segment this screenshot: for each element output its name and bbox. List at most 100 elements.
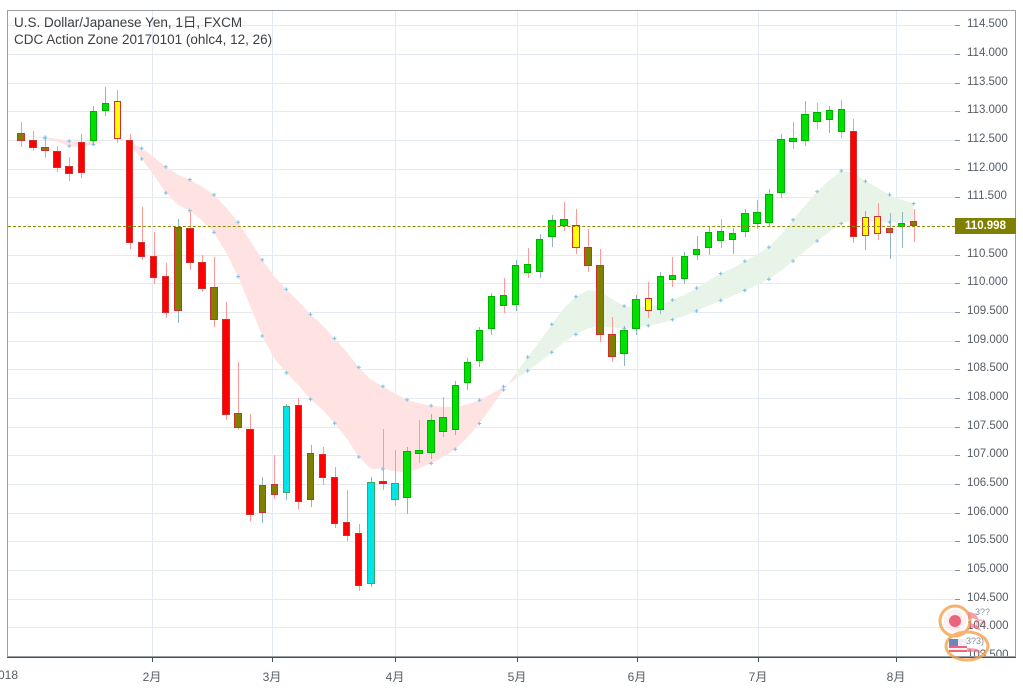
candle-body[interactable] [644, 298, 653, 311]
chart-plot-area[interactable] [8, 11, 955, 656]
candle-body[interactable] [186, 228, 194, 263]
candle-body[interactable] [692, 248, 701, 255]
candle-body[interactable] [885, 228, 894, 233]
candle-body[interactable] [572, 224, 580, 248]
candle-body[interactable] [379, 480, 387, 484]
x-tick-label: 2月 [142, 670, 162, 684]
candle-body[interactable] [282, 406, 291, 494]
candle-body[interactable] [511, 264, 520, 306]
y-tick-mark [955, 512, 960, 514]
candle-body[interactable] [246, 428, 254, 515]
candle-body[interactable] [620, 330, 628, 355]
y-tick-mark [955, 484, 960, 485]
candle-body[interactable] [318, 454, 327, 479]
candle-body[interactable] [77, 142, 86, 174]
candle-body[interactable] [222, 318, 230, 416]
candle-body[interactable] [306, 453, 315, 501]
candle-body[interactable] [451, 385, 459, 431]
ribbon-slow-marker [67, 139, 72, 143]
candle-body[interactable] [330, 477, 339, 525]
candle-body[interactable] [125, 140, 134, 244]
candle-body[interactable] [391, 482, 399, 501]
candle-body[interactable] [716, 230, 725, 241]
candle-body[interactable] [849, 130, 858, 238]
ribbon-band [105, 135, 130, 144]
candle-body[interactable] [523, 263, 532, 273]
candle-body[interactable] [608, 333, 616, 357]
candle-body[interactable] [210, 286, 218, 321]
candle-body[interactable] [41, 146, 49, 152]
gridline-horizontal [8, 426, 955, 428]
candle-body[interactable] [113, 101, 122, 139]
candle-body[interactable] [825, 110, 833, 121]
candle-body[interactable] [427, 419, 435, 454]
x-tick-mark [395, 657, 396, 662]
candle-body[interactable] [728, 232, 737, 240]
candle-body[interactable] [584, 246, 592, 267]
candle-body[interactable] [837, 109, 846, 132]
candle-body[interactable] [439, 417, 447, 433]
gridline-horizontal [8, 111, 955, 113]
candle-body[interactable] [198, 261, 206, 290]
candle-body[interactable] [487, 295, 496, 330]
candle-body[interactable] [680, 255, 689, 279]
candle-body[interactable] [258, 485, 266, 513]
candle-body[interactable] [765, 193, 773, 223]
candle-body[interactable] [162, 276, 170, 314]
candle-wick [890, 213, 891, 260]
candle-body[interactable] [560, 219, 568, 226]
candle-body[interactable] [596, 264, 604, 335]
candle-body[interactable] [656, 276, 665, 310]
candle-body[interactable] [342, 521, 351, 536]
candle-wick [443, 396, 444, 437]
last-price-badge: 110.998 [955, 218, 1016, 235]
candle-body[interactable] [475, 330, 484, 362]
price-axis[interactable]: 110.998 114.500 114.000 113.500 113.000 112.… [955, 11, 1016, 656]
candle-wick [672, 256, 673, 287]
ribbon-slow-marker [549, 350, 554, 355]
ribbon-slow-marker [646, 323, 651, 328]
candle-body[interactable] [65, 166, 73, 175]
candle-body[interactable] [149, 255, 158, 278]
candle-body[interactable] [909, 221, 918, 227]
candle-body[interactable] [548, 220, 556, 238]
y-tick-label: 104.000 [967, 620, 1009, 633]
candle-body[interactable] [174, 227, 182, 311]
y-tick-label: 111.500 [967, 190, 1007, 203]
candle-body[interactable] [499, 294, 508, 307]
candle-body[interactable] [753, 212, 761, 224]
candle-body[interactable] [89, 111, 98, 142]
candle-body[interactable] [270, 484, 279, 496]
ribbon-slow-marker [405, 397, 409, 402]
candle-body[interactable] [873, 215, 882, 235]
candle-body[interactable] [137, 242, 146, 257]
y-tick-label: 108.500 [967, 362, 1009, 375]
ribbon-fast-marker [622, 304, 627, 308]
y-tick-mark [955, 312, 960, 313]
candle-body[interactable] [29, 140, 37, 149]
ribbon-fast-marker [887, 192, 892, 197]
candle-body[interactable] [101, 103, 110, 112]
x-tick-label: 6月 [627, 670, 647, 684]
candle-body[interactable] [704, 231, 713, 248]
candle-body[interactable] [741, 213, 749, 232]
candle-body[interactable] [294, 404, 303, 503]
candle-body[interactable] [813, 112, 821, 122]
candle-body[interactable] [668, 275, 677, 280]
candle-body[interactable] [17, 133, 25, 142]
candle-body[interactable] [777, 138, 785, 193]
candle-body[interactable] [403, 450, 411, 498]
candle-body[interactable] [367, 481, 375, 584]
candle-body[interactable] [234, 412, 242, 428]
ribbon-slow-marker [839, 221, 844, 226]
candle-body[interactable] [463, 362, 472, 384]
candle-body[interactable] [53, 151, 61, 168]
candle-body[interactable] [355, 533, 363, 587]
candle-body[interactable] [801, 113, 809, 142]
candle-body[interactable] [415, 449, 423, 455]
candle-wick [238, 362, 239, 431]
candle-body[interactable] [789, 137, 797, 143]
candle-body[interactable] [632, 299, 640, 330]
candle-body[interactable] [535, 238, 544, 272]
y-tick-label: 107.000 [967, 448, 1009, 461]
